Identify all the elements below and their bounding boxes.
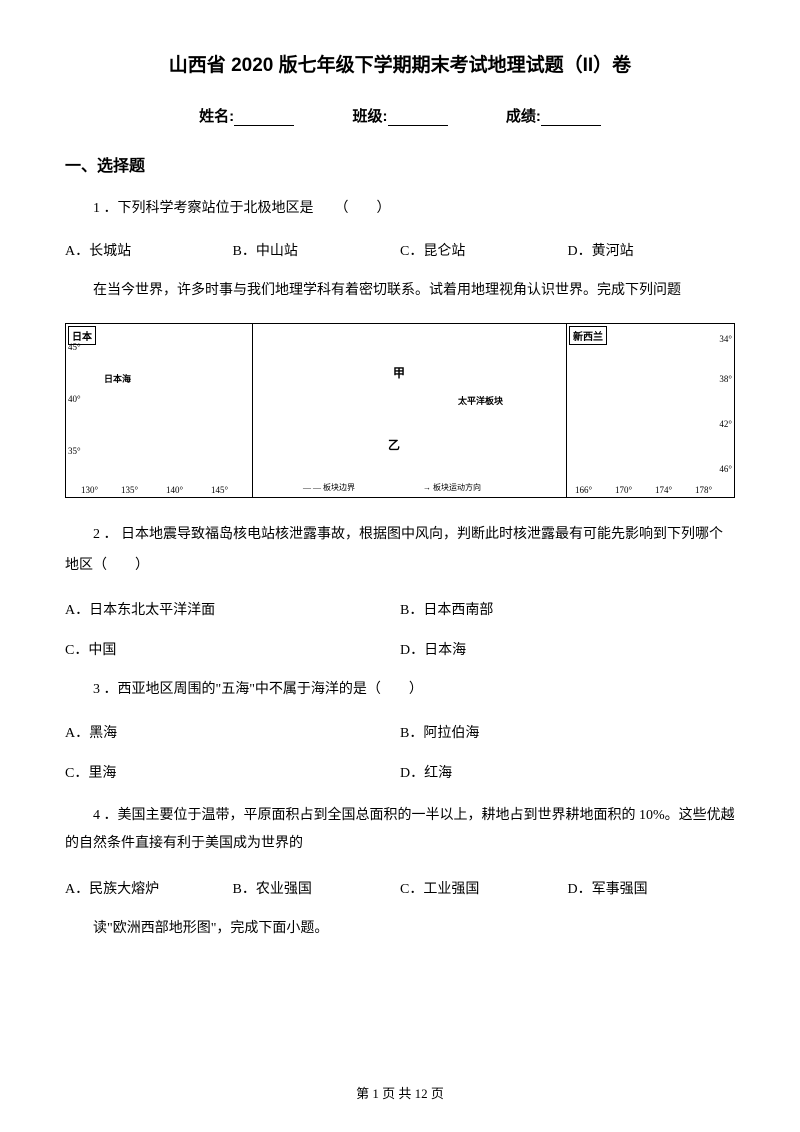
q4-option-c: C．工业强国 [400,878,568,898]
student-info-row: 姓名: 班级: 成绩: [65,105,735,126]
lat-45: 45° [68,342,81,352]
map-figure: 日本 45° 40° 35° 日本海 130° 135° 140° 145° 甲… [65,323,735,498]
yi-label: 乙 [388,436,400,453]
map-world-plates: 甲 太平洋板块 乙 — — 板块边界 → 板块运动方向 [253,324,567,497]
q3-option-a: A．黑海 [65,722,400,742]
lon-130: 130° [81,485,98,495]
name-blank[interactable] [234,110,294,126]
page-footer: 第 1 页 共 12 页 [0,1083,800,1102]
lon-140: 140° [166,485,183,495]
map-japan: 日本 45° 40° 35° 日本海 130° 135° 140° 145° [66,324,253,497]
lat-35: 35° [68,446,81,456]
page-title: 山西省 2020 版七年级下学期期末考试地理试题（II）卷 [65,50,735,77]
q2-option-d: D．日本海 [400,639,735,659]
context-1: 在当今世界，许多时事与我们地理学科有着密切联系。试着用地理视角认识世界。完成下列… [65,280,735,302]
question-2-options-row2: C．中国 D．日本海 [65,639,735,659]
lon-170: 170° [615,485,632,495]
q1-option-b: B．中山站 [233,240,401,260]
question-2-options-row1: A．日本东北太平洋洋面 B．日本西南部 [65,599,735,619]
q3-option-c: C．里海 [65,762,400,782]
lat-46s: 46° [719,464,732,474]
nz-label: 新西兰 [569,326,607,345]
name-label: 姓名: [199,108,234,125]
q2-option-c: C．中国 [65,639,400,659]
score-blank[interactable] [541,110,601,126]
pacific-label: 太平洋板块 [458,394,503,407]
lat-42s: 42° [719,419,732,429]
q3-option-b: B．阿拉伯海 [400,722,735,742]
q2-option-b: B．日本西南部 [400,599,735,619]
q4-option-b: B．农业强国 [233,878,401,898]
legend-boundary: — — 板块边界 [303,482,355,493]
lon-135: 135° [121,485,138,495]
question-4-text: 4 ．美国主要位于温带，平原面积占到全国总面积的一半以上，耕地占到世界耕地面积的… [65,802,735,858]
q4-option-d: D．军事强国 [568,878,736,898]
question-1-text: 1 ．下列科学考察站位于北极地区是 （ ） [65,198,735,220]
q2-option-a: A．日本东北太平洋洋面 [65,599,400,619]
section-header: 一、选择题 [65,152,735,176]
lon-178: 178° [695,485,712,495]
class-blank[interactable] [388,110,448,126]
jia-label: 甲 [393,364,405,381]
score-label: 成绩: [506,108,541,125]
q1-option-d: D．黄河站 [568,240,736,260]
lat-38s: 38° [719,374,732,384]
q1-option-c: C．昆仑站 [400,240,568,260]
q1-option-a: A．长城站 [65,240,233,260]
question-4-options: A．民族大熔炉 B．农业强国 C．工业强国 D．军事强国 [65,878,735,898]
lon-174: 174° [655,485,672,495]
legend-direction: → 板块运动方向 [423,482,481,493]
lon-145: 145° [211,485,228,495]
japan-sea-label: 日本海 [104,372,131,385]
context-2: 读"欧洲西部地形图"，完成下面小题。 [65,918,735,940]
q3-option-d: D．红海 [400,762,735,782]
lat-34s: 34° [719,334,732,344]
question-3-text: 3 ．西亚地区周围的"五海"中不属于海洋的是（ ） [65,679,735,701]
question-3-options-row2: C．里海 D．红海 [65,762,735,782]
question-1-options: A．长城站 B．中山站 C．昆仑站 D．黄河站 [65,240,735,260]
lat-40: 40° [68,394,81,404]
question-2-text: 2 ． 日本地震导致福岛核电站核泄露事故，根据图中风向，判断此时核泄露最有可能先… [65,520,735,582]
lon-166: 166° [575,485,592,495]
question-3-options-row1: A．黑海 B．阿拉伯海 [65,722,735,742]
map-newzealand: 新西兰 34° 38° 42° 46° 166° 170° 174° 178° [567,324,734,497]
class-label: 班级: [353,108,388,125]
q4-option-a: A．民族大熔炉 [65,878,233,898]
